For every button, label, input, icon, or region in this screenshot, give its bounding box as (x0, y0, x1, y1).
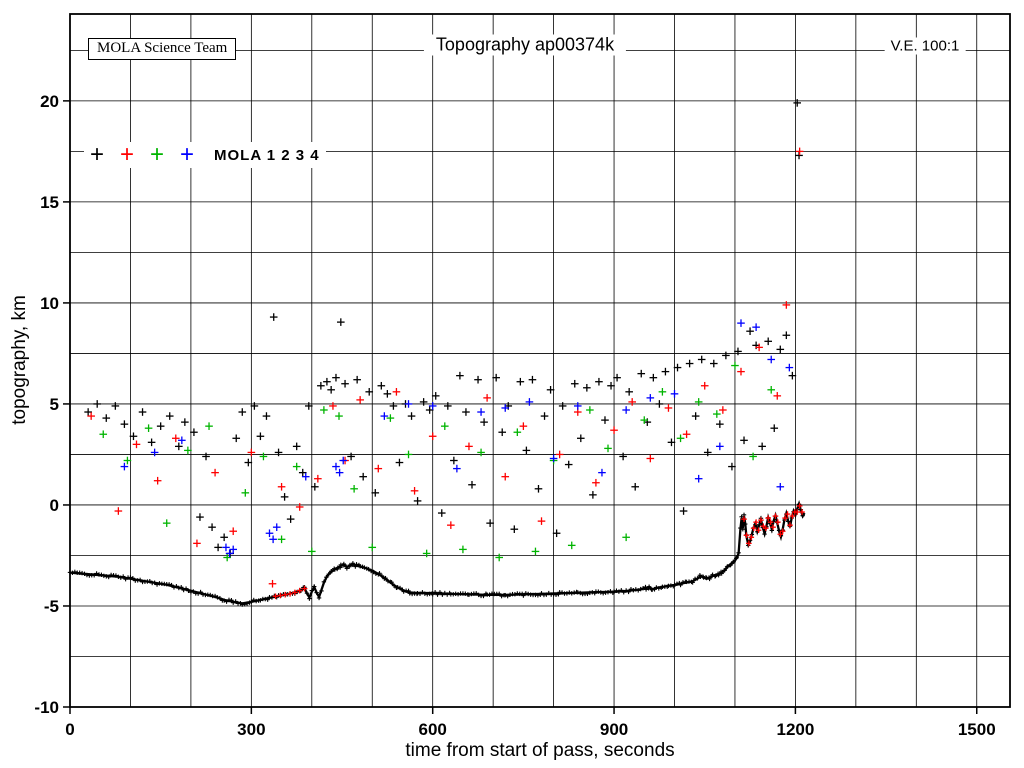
vertical-exaggeration-label: V.E. 100:1 (884, 37, 966, 55)
series-mola-1-scattered-returns (84, 99, 803, 558)
chart-title: Topography ap00374k (423, 34, 627, 56)
svg-text:900: 900 (600, 720, 628, 739)
plot-frame (69, 13, 1011, 708)
svg-text:15: 15 (40, 193, 59, 212)
svg-text:10: 10 (40, 294, 59, 313)
series-mola-2-along-track-returns (272, 503, 805, 600)
series-mola-2-scattered-returns (87, 147, 804, 588)
grid-layer (69, 14, 1010, 708)
legend-label: MOLA 1 2 3 4 (214, 146, 320, 164)
legend-plus-marker-mola-3-icon: + (150, 141, 165, 168)
svg-text:-10: -10 (34, 698, 59, 717)
credit-box: MOLA Science Team (88, 38, 237, 60)
y-axis-title: topography, km (9, 295, 30, 425)
svg-text:5: 5 (50, 395, 59, 414)
legend-plus-marker-mola-2-icon: + (120, 141, 135, 168)
series-ground-track-topographic-profile (67, 500, 806, 607)
series-mola-4-scattered-returns (120, 319, 794, 558)
svg-text:20: 20 (40, 92, 59, 111)
x-axis-title: time from start of pass, seconds (405, 740, 675, 761)
svg-text:-5: -5 (44, 597, 59, 616)
svg-text:1500: 1500 (958, 720, 996, 739)
svg-text:0: 0 (65, 720, 74, 739)
svg-text:300: 300 (237, 720, 265, 739)
svg-text:600: 600 (419, 720, 447, 739)
legend: + + + + MOLA 1 2 3 4 (84, 142, 326, 168)
legend-plus-marker-mola-1-icon: + (90, 141, 105, 168)
series-mola-3-scattered-returns (99, 361, 776, 562)
axis-ticks-and-labels: 0 300 600 900 1200 1500 -10 -5 0 5 10 15 20 (34, 92, 995, 739)
svg-text:1200: 1200 (776, 720, 814, 739)
legend-plus-marker-mola-4-icon: + (180, 141, 195, 168)
svg-text:0: 0 (50, 496, 59, 515)
